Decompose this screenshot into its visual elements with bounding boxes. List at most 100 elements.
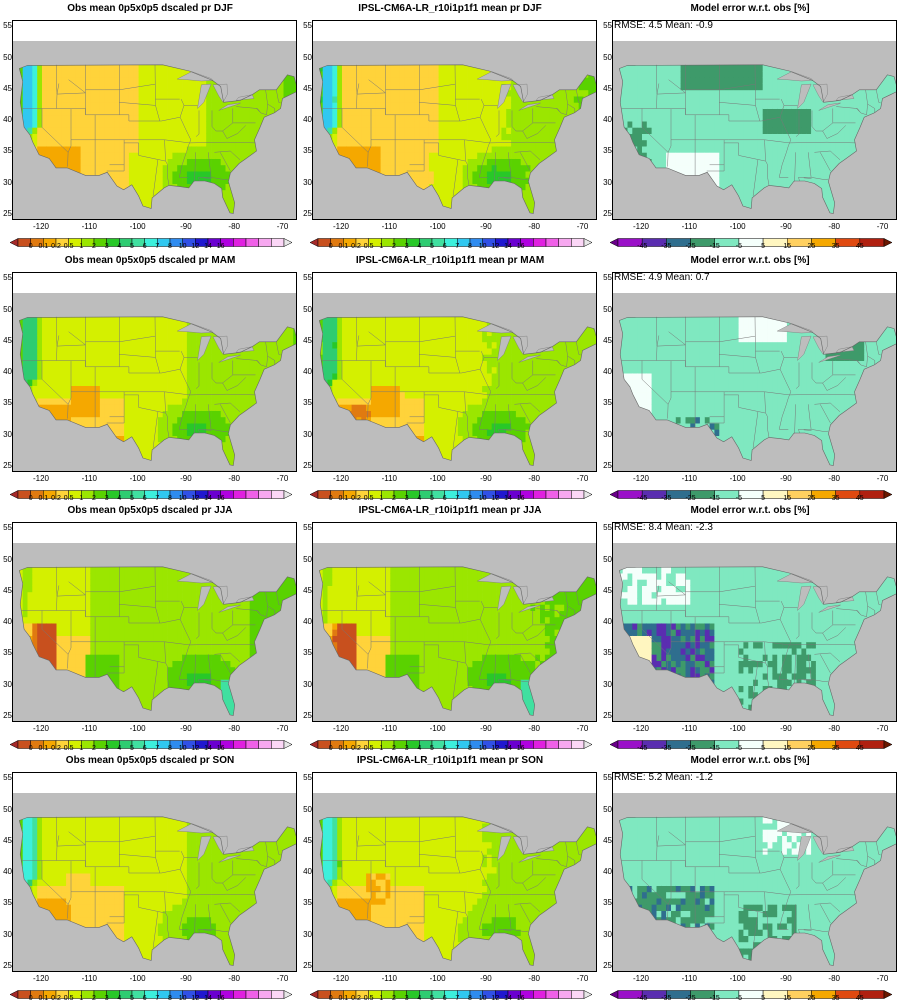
lon-tick-label: -90: [171, 474, 201, 483]
lon-tick-label: -80: [219, 724, 249, 733]
map-canvas: [12, 522, 297, 722]
lon-tick-label: -110: [674, 724, 704, 733]
colorbar-swatch: [533, 991, 546, 999]
lon-tick-label: -80: [519, 222, 549, 231]
colorbar-under-arrow: [610, 491, 618, 499]
map-canvas: [612, 272, 897, 472]
lon-tick-label: -70: [268, 974, 298, 983]
lat-tick-label: 45: [300, 336, 312, 345]
colorbar-under-arrow: [310, 239, 318, 247]
colorbar-tick-label: -35: [656, 495, 676, 502]
lon-tick-label: -120: [326, 724, 356, 733]
map-canvas: [312, 522, 597, 722]
colorbar-over-arrow: [284, 239, 292, 247]
precip-colorbar: [310, 486, 592, 495]
colorbar-tick-label: 15: [777, 243, 797, 250]
lon-tick-label: -70: [268, 474, 298, 483]
lat-tick-label: 35: [300, 398, 312, 407]
lat-tick-label: 45: [0, 836, 12, 845]
lat-tick-label: 35: [300, 898, 312, 907]
colorbar-swatch: [546, 239, 559, 247]
lat-tick-label: 30: [0, 178, 12, 187]
error-stats: RMSE: 8.4 Mean: -2.3: [614, 522, 713, 533]
colorbar-over-arrow: [884, 991, 892, 999]
colorbar-swatch: [259, 991, 272, 999]
lon-tick-label: -110: [74, 222, 104, 231]
lat-tick-label: 45: [300, 586, 312, 595]
colorbar-over-arrow: [884, 239, 892, 247]
colorbar-tick-label: -35: [656, 243, 676, 250]
panel-title: Obs mean 0p5x0p5 dscaled pr MAM: [0, 255, 300, 266]
colorbar-swatch: [533, 741, 546, 749]
lon-tick-label: -110: [674, 974, 704, 983]
lon-tick-label: -80: [819, 974, 849, 983]
lat-tick-label: 55: [600, 523, 612, 532]
colorbar-tick-label: 45: [850, 745, 870, 752]
lon-tick-label: -70: [268, 724, 298, 733]
lon-tick-label: -120: [26, 974, 56, 983]
error-colorbar: [610, 986, 892, 995]
colorbar-under-arrow: [610, 741, 618, 749]
colorbar-over-arrow: [584, 741, 592, 749]
map-top-margin: [13, 273, 297, 293]
lon-tick-label: -70: [268, 222, 298, 231]
lat-tick-label: 40: [600, 867, 612, 876]
colorbar-tick-label: 35: [826, 495, 846, 502]
lon-tick-label: -70: [568, 724, 598, 733]
lat-tick-label: 25: [300, 461, 312, 470]
lon-tick-label: -120: [26, 474, 56, 483]
colorbar-swatch: [259, 491, 272, 499]
colorbar-over-arrow: [584, 491, 592, 499]
lat-tick-label: 25: [0, 961, 12, 970]
colorbar-tick-label: 5: [753, 995, 773, 1002]
lat-tick-label: 50: [0, 305, 12, 314]
panel-title: Model error w.r.t. obs [%]: [600, 3, 900, 14]
precip-field: [313, 523, 597, 722]
lon-tick-label: -80: [819, 474, 849, 483]
colorbar-swatch: [571, 741, 584, 749]
colorbar-over-arrow: [584, 239, 592, 247]
colorbar-swatch: [233, 991, 246, 999]
map-canvas: [12, 272, 297, 472]
lon-tick-label: -90: [771, 724, 801, 733]
colorbar-swatch: [233, 741, 246, 749]
panel-title: Model error w.r.t. obs [%]: [600, 255, 900, 266]
lat-tick-label: 55: [0, 773, 12, 782]
colorbar-swatch: [546, 491, 559, 499]
lon-tick-label: -110: [74, 724, 104, 733]
lat-tick-label: 30: [600, 430, 612, 439]
lon-tick-label: -100: [723, 474, 753, 483]
colorbar-over-arrow: [284, 491, 292, 499]
colorbar-tick-label: -25: [681, 243, 701, 250]
lat-tick-label: 30: [0, 930, 12, 939]
lat-tick-label: 45: [0, 84, 12, 93]
lat-tick-label: 40: [300, 367, 312, 376]
lat-tick-label: 40: [300, 867, 312, 876]
colorbar-over-arrow: [584, 991, 592, 999]
error-field: [613, 523, 897, 722]
lon-tick-label: -100: [123, 474, 153, 483]
map-top-margin: [13, 523, 297, 543]
lat-tick-label: 45: [600, 586, 612, 595]
panel-title: IPSL-CM6A-LR_r10i1p1f1 mean pr MAM: [300, 255, 600, 266]
lat-tick-label: 55: [300, 273, 312, 282]
map-canvas: [612, 20, 897, 220]
lat-tick-label: 35: [300, 146, 312, 155]
precip-colorbar: [10, 736, 292, 745]
lon-tick-label: -110: [674, 474, 704, 483]
colorbar-over-arrow: [284, 741, 292, 749]
lon-tick-label: -70: [868, 222, 898, 231]
lon-tick-label: -100: [423, 974, 453, 983]
panel-title: IPSL-CM6A-LR_r10i1p1f1 mean pr DJF: [300, 3, 600, 14]
colorbar-swatch: [533, 491, 546, 499]
colorbar-under-arrow: [10, 991, 18, 999]
colorbar-tick-label: 5: [753, 243, 773, 250]
colorbar-swatch: [259, 741, 272, 749]
lon-tick-label: -80: [519, 974, 549, 983]
lon-tick-label: -120: [326, 974, 356, 983]
